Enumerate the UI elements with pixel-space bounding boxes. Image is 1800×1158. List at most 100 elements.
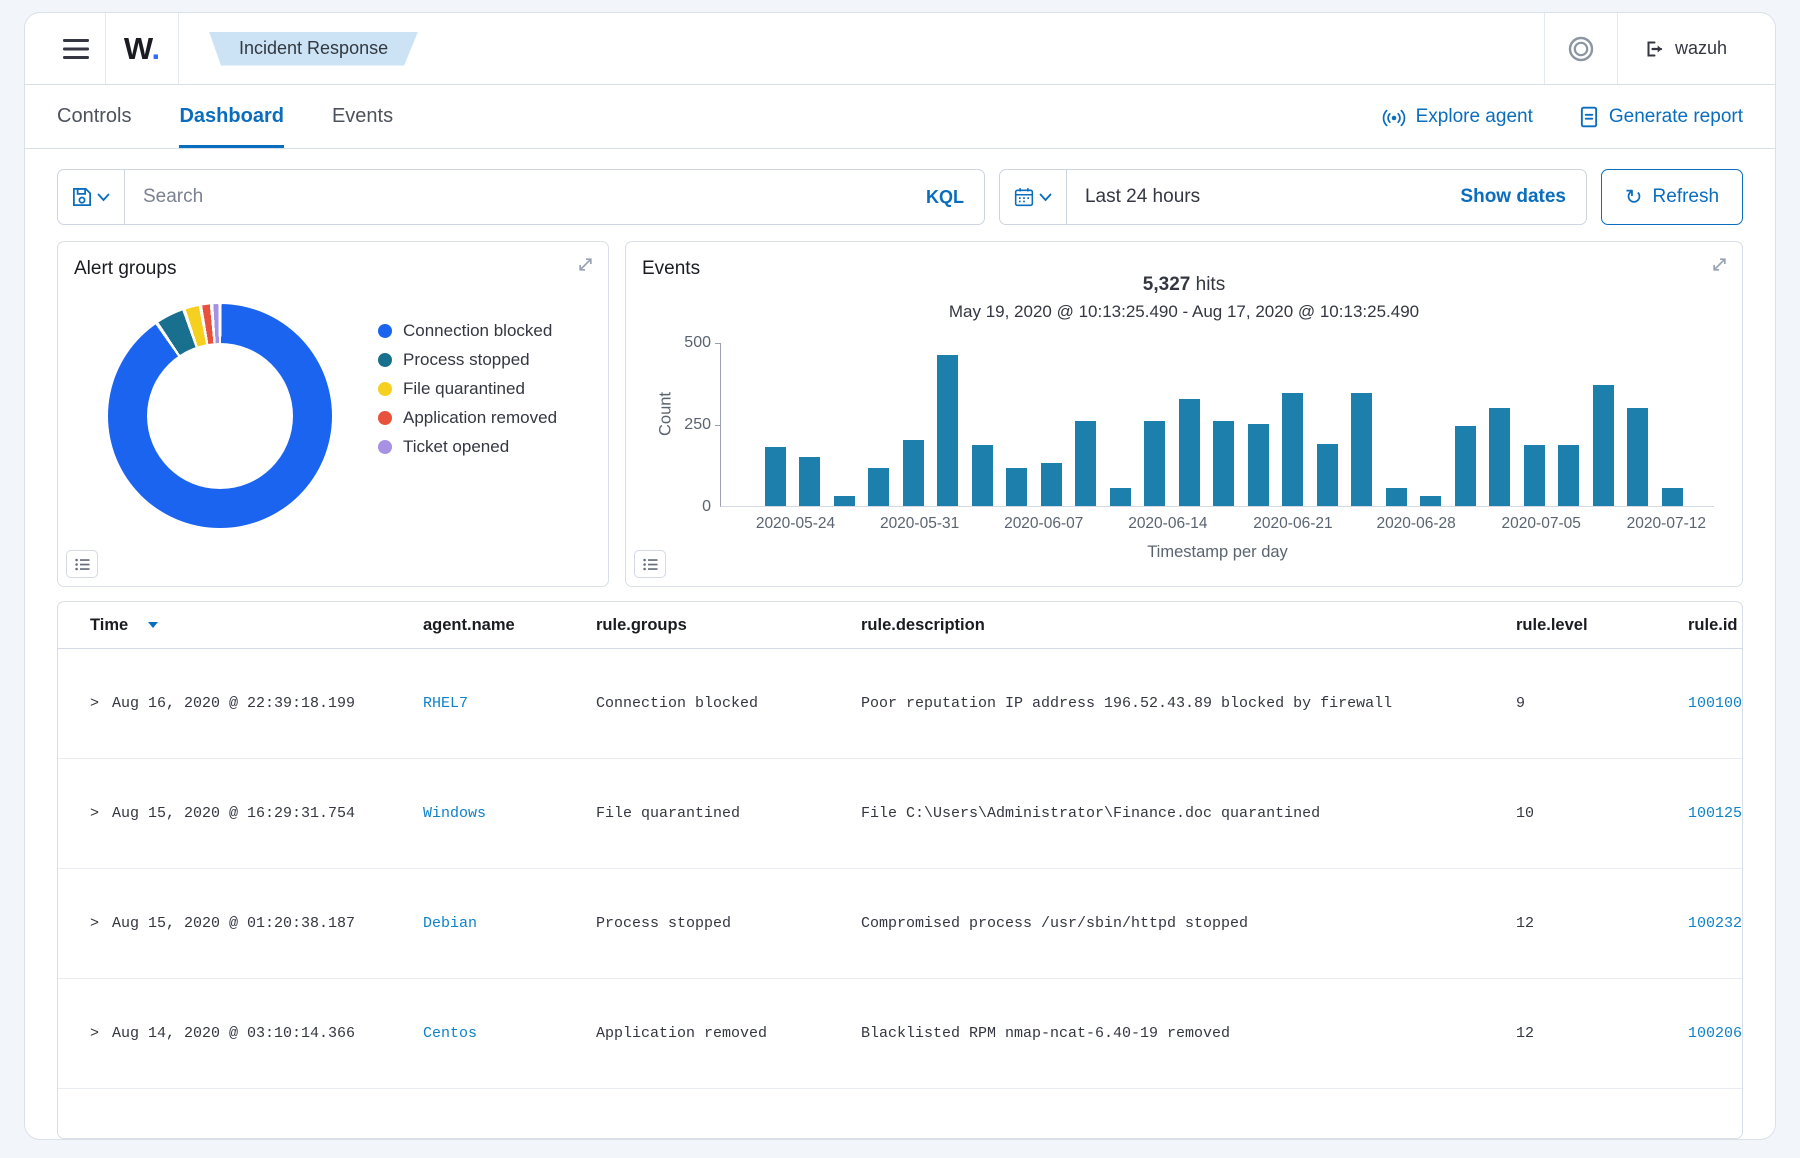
column-header-rule-description[interactable]: rule.description xyxy=(861,615,985,634)
legend-color-dot xyxy=(378,323,392,338)
column-header-rule-groups[interactable]: rule.groups xyxy=(596,615,687,634)
rule-id-link[interactable]: 100125 xyxy=(1688,805,1743,822)
bar[interactable] xyxy=(971,445,993,506)
rule-id-link[interactable]: 100100 xyxy=(1688,695,1743,712)
broadcast-icon xyxy=(1382,109,1405,126)
expand-panel-button[interactable] xyxy=(1711,256,1728,273)
bar[interactable] xyxy=(1627,408,1649,506)
chart-date-range: May 19, 2020 @ 10:13:25.490 - Aug 17, 20… xyxy=(948,302,1420,321)
breadcrumb[interactable]: Incident Response xyxy=(209,32,418,66)
kql-toggle[interactable]: KQL xyxy=(925,186,964,207)
agent-name-link[interactable]: RHEL7 xyxy=(423,695,469,712)
show-dates-button[interactable]: Show dates xyxy=(1460,186,1566,207)
bar[interactable] xyxy=(1247,424,1269,506)
rule-id-link[interactable]: 100206 xyxy=(1688,1025,1743,1042)
generate-report-button[interactable]: Generate report xyxy=(1579,106,1743,128)
expand-row-icon[interactable]: > xyxy=(90,1025,100,1042)
refresh-button[interactable]: ↻ Refresh xyxy=(1601,169,1743,225)
saved-queries-button[interactable] xyxy=(58,170,125,224)
bar[interactable] xyxy=(902,440,924,506)
bar[interactable] xyxy=(1040,463,1062,506)
legend-item[interactable]: Process stopped xyxy=(378,345,557,374)
column-header-time[interactable]: Time xyxy=(58,616,423,635)
chevron-down-icon xyxy=(1039,193,1052,201)
menu-button[interactable] xyxy=(47,38,105,60)
alerts-table: Time agent.name rule.groups rule.descrip… xyxy=(57,601,1743,1139)
expand-row-icon[interactable]: > xyxy=(90,915,100,932)
bar[interactable] xyxy=(1075,421,1097,506)
bar[interactable] xyxy=(1489,408,1511,506)
agent-name-link[interactable]: Debian xyxy=(423,915,478,932)
hits-count: 5,327 hits xyxy=(1142,274,1226,295)
table-row: > Aug 15, 2020 @ 01:20:38.187 Debian Proces… xyxy=(58,869,1742,979)
bar[interactable] xyxy=(1420,496,1442,506)
bar[interactable] xyxy=(1006,468,1028,506)
legend-color-dot xyxy=(378,352,392,367)
bar[interactable] xyxy=(1213,421,1235,506)
divider xyxy=(178,13,179,84)
panel-list-button[interactable] xyxy=(634,550,666,578)
bar[interactable] xyxy=(1523,445,1545,506)
bar[interactable] xyxy=(764,447,786,506)
divider xyxy=(1616,13,1618,84)
tab-controls[interactable]: Controls xyxy=(57,105,132,127)
legend-item[interactable]: Connection blocked xyxy=(378,316,557,345)
cell-rule-groups: Process stopped xyxy=(596,915,732,932)
health-indicator-button[interactable] xyxy=(1545,35,1617,63)
bar[interactable] xyxy=(1109,488,1131,506)
bar[interactable] xyxy=(868,468,890,506)
bar[interactable] xyxy=(1558,445,1580,506)
panel-title: Events xyxy=(642,258,701,279)
column-header-rule-level[interactable]: rule.level xyxy=(1516,615,1588,634)
bar[interactable] xyxy=(1178,399,1200,506)
cell-time: Aug 15, 2020 @ 16:29:31.754 xyxy=(112,805,356,822)
agent-name-link[interactable]: Centos xyxy=(423,1025,478,1042)
x-axis-label: Timestamp per day xyxy=(1147,543,1288,561)
events-bar-chart[interactable]: Timestamp per day 500 250 0 2020-05-24 2020-… xyxy=(684,334,1714,561)
bar[interactable] xyxy=(799,457,821,506)
cell-rule-description: File C:\Users\Administrator\Finance.doc … xyxy=(861,805,1321,822)
x-tick-label: 2020-06-21 xyxy=(1253,515,1333,532)
save-icon xyxy=(73,188,91,206)
search-input[interactable] xyxy=(125,186,906,208)
cell-rule-groups: Application removed xyxy=(596,1025,768,1042)
bar[interactable] xyxy=(833,496,855,506)
legend-label: Process stopped xyxy=(403,349,530,369)
legend-item[interactable]: Ticket opened xyxy=(378,432,557,461)
bar[interactable] xyxy=(1454,426,1476,506)
alert-groups-donut-chart[interactable] xyxy=(108,304,332,528)
panel-list-button[interactable] xyxy=(66,550,98,578)
column-header-rule-id[interactable]: rule.id xyxy=(1688,615,1738,634)
bar[interactable] xyxy=(1661,488,1683,506)
agent-name-link[interactable]: Windows xyxy=(423,805,487,822)
calendar-button[interactable] xyxy=(1000,170,1067,224)
expand-row-icon[interactable]: > xyxy=(90,695,100,712)
tab-events[interactable]: Events xyxy=(331,105,394,127)
bar[interactable] xyxy=(1144,421,1166,506)
logout-button[interactable]: wazuh xyxy=(1618,38,1753,59)
time-range-value[interactable]: Last 24 hours xyxy=(1084,186,1201,207)
x-tick-label: 2020-06-28 xyxy=(1376,515,1456,532)
bar[interactable] xyxy=(937,355,959,506)
alert-groups-panel: Alert groups Connection blocked Process s… xyxy=(57,241,609,587)
cell-time: Aug 15, 2020 @ 01:20:38.187 xyxy=(112,915,356,932)
explore-agent-button[interactable]: Explore agent xyxy=(1382,106,1533,128)
wazuh-logo[interactable]: W. xyxy=(123,30,161,66)
column-header-agent-name[interactable]: agent.name xyxy=(423,615,515,634)
legend-item[interactable]: Application removed xyxy=(378,403,557,432)
legend-item[interactable]: File quarantined xyxy=(378,374,557,403)
bar[interactable] xyxy=(1316,444,1338,506)
bar[interactable] xyxy=(1385,488,1407,506)
bar[interactable] xyxy=(1351,393,1373,506)
chevron-down-icon xyxy=(97,193,110,201)
bar[interactable] xyxy=(1592,385,1614,506)
y-tick-mark xyxy=(715,343,721,344)
table-row: > Aug 14, 2020 @ 03:10:14.366 Centos Applic… xyxy=(58,979,1742,1089)
events-panel: Events 5,327 hits May 19, 2020 @ 10:13:2… xyxy=(625,241,1743,587)
expand-panel-button[interactable] xyxy=(577,256,594,273)
tab-dashboard[interactable]: Dashboard xyxy=(179,85,284,148)
bar[interactable] xyxy=(1282,393,1304,506)
rule-id-link[interactable]: 100232 xyxy=(1688,915,1743,932)
legend-label: Application removed xyxy=(403,407,558,427)
expand-row-icon[interactable]: > xyxy=(90,805,100,822)
